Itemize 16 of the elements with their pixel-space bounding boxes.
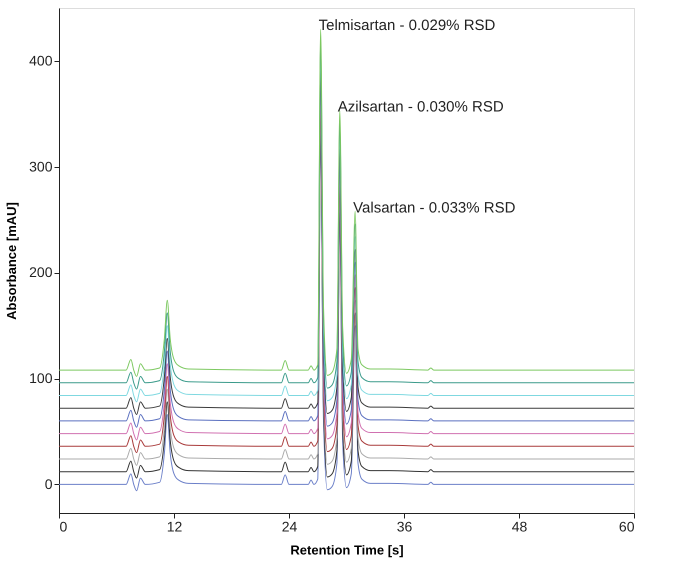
annotation: Valsartan - 0.033% RSD	[353, 199, 516, 216]
y-tick-label: 0	[44, 476, 53, 492]
x-tick-label: 12	[166, 518, 182, 534]
annotation: Azilsartan - 0.030% RSD	[338, 98, 504, 116]
x-tick-label: 0	[60, 518, 68, 534]
y-axis-title: Absorbance [mAU]	[4, 202, 20, 320]
annotation: Telmisartan - 0.029% RSD	[318, 17, 496, 34]
x-tick-label: 48	[512, 518, 528, 534]
y-tick-label: 400	[29, 52, 53, 68]
y-tick-label: 100	[29, 370, 53, 386]
x-tick-label: 60	[618, 518, 635, 534]
x-axis-title: Retention Time [s]	[290, 542, 404, 558]
x-tick-label: 24	[282, 518, 298, 534]
y-tick-label: 300	[29, 158, 53, 174]
x-tick-label: 36	[396, 518, 412, 534]
y-tick-label: 200	[29, 264, 53, 280]
